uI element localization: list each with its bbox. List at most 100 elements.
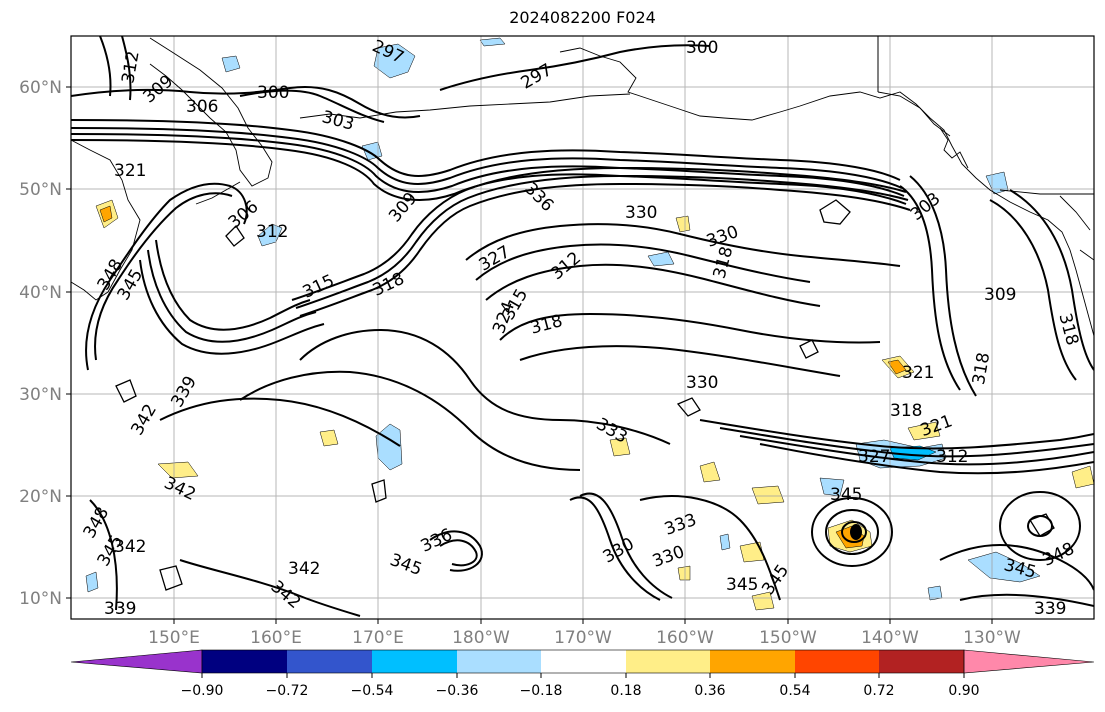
contour-east [899, 185, 961, 391]
contour-jet [71, 119, 901, 181]
colorbar-tick-label: 0.54 [779, 683, 810, 699]
coastline-aleutians [299, 93, 631, 119]
contour-cyclone [811, 497, 893, 567]
colorbar-tick-label: 0.18 [610, 683, 641, 699]
shade-patch [647, 251, 675, 267]
colorbar-swatch [879, 650, 964, 673]
contour-label: 342 [114, 537, 146, 557]
shade-patch [719, 533, 731, 551]
contour-mid [299, 328, 671, 445]
lon-label: 150°E [148, 628, 200, 648]
contour-loop [147, 249, 317, 343]
contour-south-jet [739, 435, 1094, 466]
contour-small [819, 199, 851, 225]
lon-label: 160°W [656, 628, 714, 648]
lon-label: 150°W [759, 628, 817, 648]
shade-patch [967, 551, 1041, 583]
contour-small [1029, 513, 1055, 537]
colorbar-frame [201, 649, 965, 674]
lat-label: 30°N [19, 385, 62, 405]
contour-label: 345 [726, 575, 758, 595]
colorbar-swatch [202, 650, 287, 673]
contour-label: 342 [288, 559, 320, 579]
colorbar-swatch [626, 650, 710, 673]
contour-label: 306 [186, 97, 218, 117]
shade-patch [675, 215, 691, 233]
colorbar-ticks [201, 673, 965, 678]
colorbar-tick-label: 0.90 [948, 683, 979, 699]
contour-small [115, 379, 137, 403]
contour-tropical [179, 559, 361, 617]
contour-small [159, 565, 183, 591]
cyclone-center [850, 524, 862, 540]
contour-label: 330 [686, 373, 718, 393]
contour-label: 300 [686, 38, 718, 58]
contour-south-jet [759, 443, 1094, 475]
shade-patch [157, 461, 199, 479]
shade-patch [751, 591, 775, 611]
lon-label: 170°E [352, 628, 404, 648]
contour-label: 339 [104, 599, 136, 619]
contour-jet [291, 166, 907, 301]
contour-label: 327 [858, 447, 890, 467]
contour-loop [94, 192, 233, 361]
shade-patch [479, 37, 506, 47]
contour-tropical [89, 499, 118, 611]
shade-patch [887, 359, 907, 375]
lat-label: 10°N [19, 589, 62, 609]
contour-label: 312 [936, 447, 968, 467]
contour-tropical [939, 544, 1094, 591]
contour-jet [295, 174, 909, 309]
lon-label: 170°W [554, 628, 612, 648]
contour-mid [519, 345, 841, 377]
contour-label: 318 [890, 401, 922, 421]
contour-east [989, 199, 1077, 381]
colorbar-tick-label: −0.54 [351, 683, 394, 699]
contour-jet [299, 182, 911, 317]
contour-label: 312 [256, 222, 288, 242]
colorbar-swatch [710, 650, 795, 673]
shade-patch [677, 565, 691, 581]
contour-small [371, 479, 387, 503]
contour-north [121, 36, 132, 101]
contour-mid [465, 223, 901, 267]
contour-label: 300 [257, 83, 289, 103]
contour-tropical [579, 492, 673, 599]
axis-ticks [66, 86, 993, 624]
contour-tropical [639, 495, 781, 601]
lat-label: 60°N [19, 78, 62, 98]
contour-mid [475, 243, 811, 283]
colorbar-tick-label: −0.72 [266, 683, 309, 699]
lat-label: 20°N [19, 487, 62, 507]
contour-tropical [439, 539, 478, 567]
contour-mid [159, 397, 401, 447]
coastline-kamchatka [149, 37, 273, 187]
contour-label: 339 [1034, 599, 1066, 619]
shade-patch [373, 43, 416, 79]
lon-label: 130°W [963, 628, 1021, 648]
coastline-asia [71, 139, 141, 301]
colorbar-swatch [541, 650, 626, 673]
contour-east [1009, 189, 1094, 371]
lat-label: 50°N [19, 180, 62, 200]
latitude-labels: 10°N 20°N 30°N 40°N 50°N 60°N [19, 78, 62, 609]
shade-patch [739, 541, 765, 563]
contour-jet [71, 127, 903, 189]
shade-patch [699, 461, 721, 483]
shade-patch [1071, 465, 1094, 489]
shade-patch [99, 205, 113, 223]
map-title: 2024082200 F024 [509, 8, 656, 27]
colorbar-swatch [287, 650, 372, 673]
contour-loop [139, 259, 325, 355]
contour-tropical [569, 496, 661, 601]
contour-south-jet [719, 427, 1094, 458]
contour-east [909, 175, 977, 397]
shaded-anomaly-patches [85, 37, 1094, 611]
colorbar-swatch [372, 650, 457, 673]
colorbar-tick-label: 0.36 [694, 683, 725, 699]
contour-north [439, 44, 711, 91]
coastline-us [1059, 195, 1094, 261]
lat-label: 40°N [19, 283, 62, 303]
contour-label: 321 [114, 161, 146, 181]
contour-tropical [429, 530, 483, 572]
